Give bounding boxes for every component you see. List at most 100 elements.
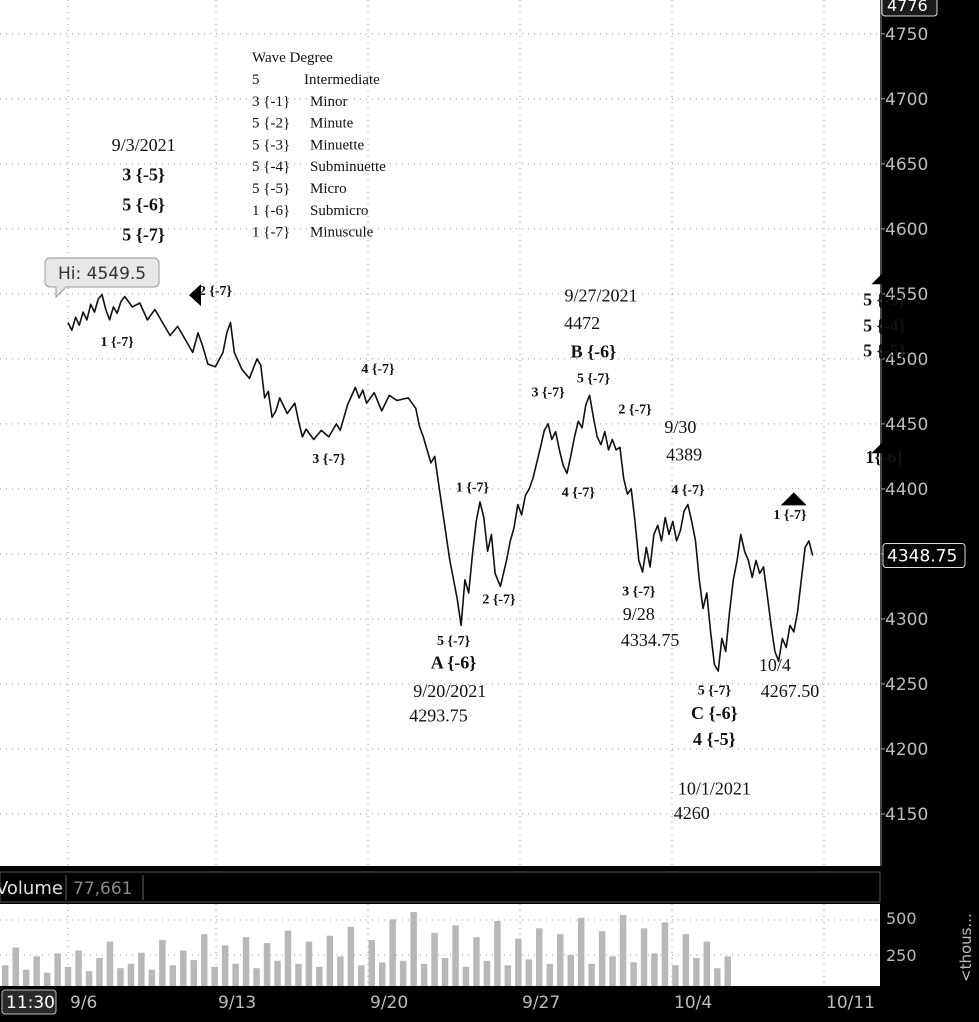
wave-label: 1 {-7}: [773, 508, 807, 523]
volume-header: [0, 871, 881, 903]
price-tick-label: 4250: [885, 675, 928, 695]
top-tick-box: [881, 0, 938, 17]
volume-bar: [85, 971, 93, 986]
time-tick-label: 9/27: [522, 993, 560, 1013]
left-arrow-marker: [189, 284, 202, 307]
wave-label: 4 {-7}: [562, 486, 596, 501]
volume-bar: [305, 941, 313, 986]
volume-bar: [399, 960, 407, 986]
wave-label: 4 {-5}: [693, 729, 736, 749]
wave-degree-legend: Wave Degree 5 Intermediate 3 {-1} Minor 5 {-2…: [252, 50, 386, 241]
wave-label: 5 {-6}: [122, 195, 165, 215]
wave-label: 10/4: [759, 655, 791, 675]
wave-label: 5 {-4}: [863, 316, 906, 336]
last-price-label: 4348.75: [887, 547, 957, 567]
wave-label: 9/3/2021: [112, 135, 176, 155]
volume-bar: [127, 963, 135, 986]
volume-bar: [190, 960, 197, 986]
volume-bar: [12, 947, 19, 986]
volume-bar: [452, 925, 459, 986]
volume-bar: [326, 935, 334, 986]
legend-code: 5 {-3}: [252, 137, 290, 153]
volume-panel: [0, 904, 880, 986]
volume-bar: [263, 943, 271, 986]
volume-bar: [661, 922, 669, 986]
volume-bar: [577, 917, 585, 986]
wave-label: 1 {-7}: [101, 335, 135, 350]
volume-bar: [221, 945, 229, 986]
price-tick-label: 4200: [885, 740, 928, 760]
volume-bar: [43, 972, 51, 986]
volume-bar: [724, 956, 731, 986]
volume-bar: [159, 940, 166, 986]
wave-label: B {-6}: [571, 342, 617, 362]
volume-bar: [337, 956, 344, 986]
volume-bar: [525, 959, 533, 986]
wave-label: 2 {-7}: [482, 592, 516, 607]
price-tick-label: 4600: [885, 220, 928, 240]
volume-bar: [2, 965, 9, 986]
wave-label: 10/1/2021: [678, 778, 751, 798]
price-tick-label: 4400: [885, 480, 928, 500]
time-axis: 9/6 9/13 9/20 9/27 10/4 10/11 11:30: [1, 989, 875, 1015]
legend-name: Micro: [310, 181, 347, 197]
volume-bar: [232, 963, 239, 986]
top-tick-label: 4776: [887, 0, 928, 15]
legend-name: Subminuette: [310, 159, 386, 175]
wave-label: A {-6}: [431, 652, 477, 672]
legend-code: 3 {-1}: [252, 94, 290, 110]
wave-label: 4 {-7}: [361, 362, 395, 377]
volume-bar: [420, 963, 428, 986]
markers: [189, 271, 898, 506]
volume-bar: [557, 934, 564, 986]
legend-name: Minuscule: [310, 225, 374, 241]
wave-label: 5 {-5}: [863, 340, 906, 360]
volume-bar: [22, 969, 30, 986]
volume-bar: [33, 956, 40, 986]
wave-label: 5 {-7}: [437, 634, 471, 649]
up-arrow-marker: [780, 492, 807, 506]
volume-bar: [242, 937, 250, 986]
price-line: [67, 293, 814, 672]
volume-bar: [180, 950, 187, 986]
volume-bar: [138, 952, 145, 986]
wave-label: 9/30: [664, 417, 696, 437]
wave-label: 5 {-7}: [122, 225, 165, 245]
volume-bar: [567, 954, 574, 986]
time-tick-label: 9/13: [218, 993, 256, 1013]
wave-label: 1 {-7}: [456, 481, 490, 496]
volume-bar: [693, 957, 700, 986]
volume-bar: [410, 912, 417, 986]
price-tick-label: 4700: [885, 90, 928, 110]
up-arrow-marker: [871, 271, 898, 285]
volume-bar: [536, 928, 543, 986]
legend-title: Wave Degree: [252, 50, 333, 66]
wave-label: 4260: [674, 803, 710, 823]
volume-bar: [148, 969, 156, 986]
volume-bar: [211, 966, 218, 986]
volume-bar: [253, 968, 260, 986]
time-tick-label: 10/4: [674, 993, 712, 1013]
volume-bar: [483, 960, 491, 986]
price-tick-label: 4500: [885, 350, 928, 370]
volume-bar: [640, 928, 648, 986]
volume-bar: [504, 965, 512, 986]
volume-bar: [117, 968, 124, 986]
volume-bar: [546, 963, 553, 986]
legend-code: 1 {-6}: [252, 203, 290, 219]
volume-bar: [619, 915, 627, 986]
volume-bar: [379, 962, 386, 986]
volume-bar: [494, 920, 501, 986]
volume-bar: [54, 953, 61, 986]
price-tick-label: 4300: [885, 610, 928, 630]
hi-callout-box: [44, 257, 160, 299]
wave-label: 4293.75: [409, 706, 468, 726]
wave-label: 3 {-5}: [122, 165, 165, 185]
volume-bar: [473, 937, 480, 986]
wave-label: 5 {-3}: [863, 290, 906, 310]
wave-label: 3 {-7}: [622, 585, 656, 600]
price-tick-label: 4750: [885, 25, 928, 45]
volume-bar: [714, 968, 721, 986]
volume-bar: [431, 932, 438, 986]
